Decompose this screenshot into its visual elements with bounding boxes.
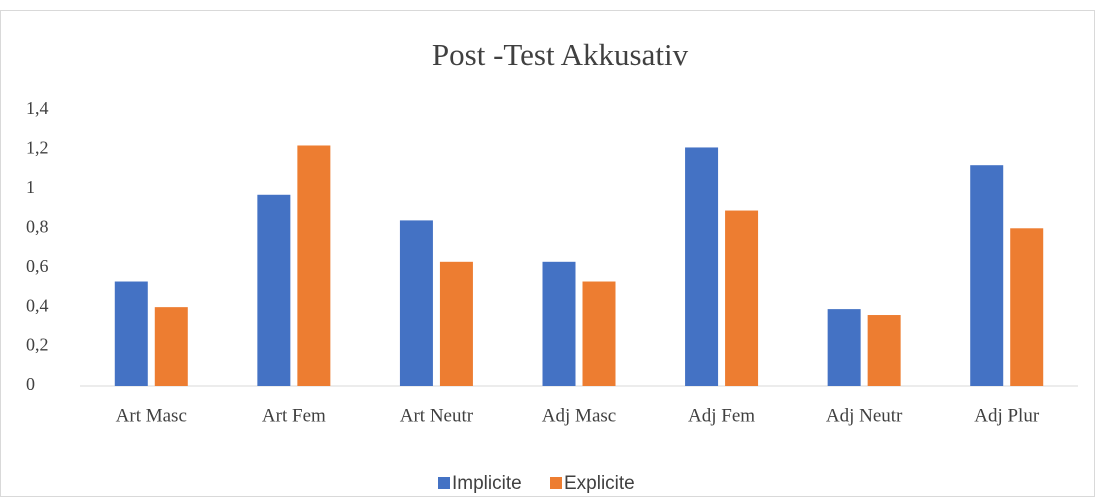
legend-swatch bbox=[550, 477, 562, 489]
y-tick-label: 1,2 bbox=[26, 138, 49, 158]
bar bbox=[685, 147, 719, 386]
legend-label: Explicite bbox=[564, 473, 635, 494]
bar bbox=[399, 220, 433, 386]
x-tick-label: Adj Neutr bbox=[826, 405, 903, 426]
bar bbox=[542, 261, 576, 386]
x-tick-label: Adj Fem bbox=[688, 405, 755, 426]
x-tick-label: Art Neutr bbox=[400, 405, 474, 426]
bar bbox=[154, 307, 188, 386]
bar bbox=[725, 210, 759, 386]
y-tick-label: 1,4 bbox=[26, 98, 49, 118]
y-tick-label: 0,4 bbox=[26, 295, 49, 315]
x-tick-label: Adj Plur bbox=[974, 405, 1040, 426]
bar bbox=[439, 261, 473, 386]
y-tick-label: 1 bbox=[26, 177, 35, 197]
bar bbox=[582, 281, 616, 386]
bar bbox=[297, 145, 331, 386]
chart-title: Post -Test Akkusativ bbox=[432, 37, 689, 72]
chart-border bbox=[0, 10, 1095, 497]
x-tick-label: Art Masc bbox=[116, 405, 187, 426]
bar bbox=[867, 315, 901, 386]
x-tick-label: Art Fem bbox=[262, 405, 326, 426]
y-tick-label: 0,2 bbox=[26, 335, 49, 355]
y-tick-label: 0,8 bbox=[26, 216, 49, 236]
bar bbox=[114, 281, 148, 386]
bar bbox=[827, 309, 861, 386]
bar bbox=[1010, 228, 1044, 386]
y-tick-label: 0,6 bbox=[26, 256, 49, 276]
bar bbox=[257, 194, 291, 386]
y-tick-label: 0 bbox=[26, 374, 35, 394]
legend-swatch bbox=[438, 477, 450, 489]
legend-label: Implicite bbox=[452, 473, 522, 494]
x-tick-label: Adj Masc bbox=[542, 405, 616, 426]
bar bbox=[970, 165, 1004, 386]
